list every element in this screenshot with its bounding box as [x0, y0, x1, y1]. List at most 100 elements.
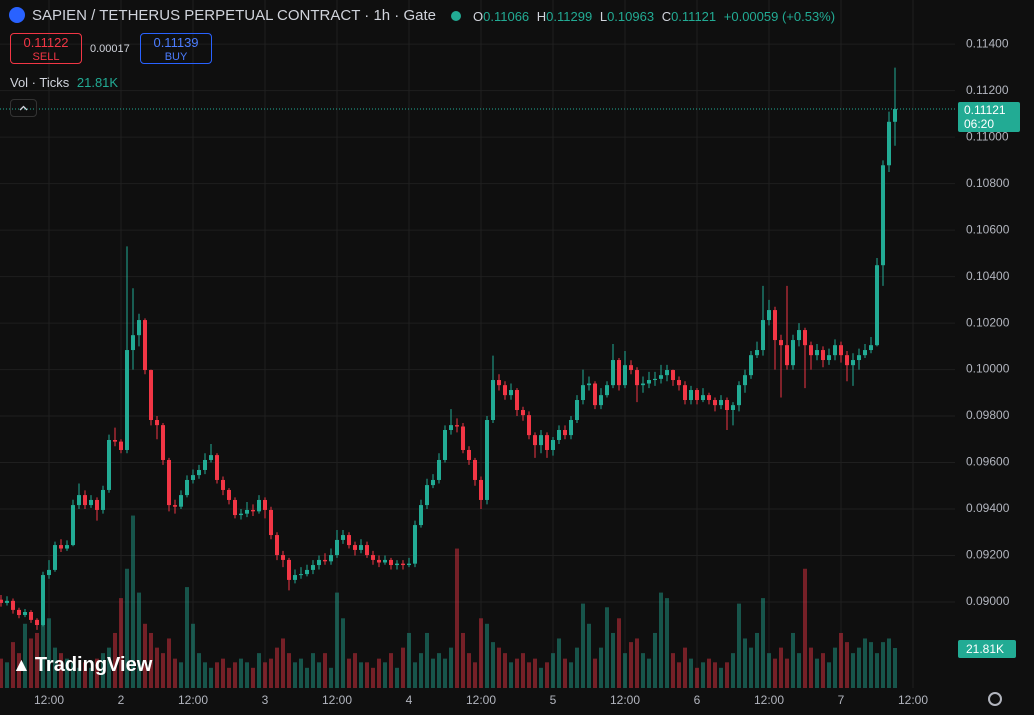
- volume-bar: [611, 632, 615, 688]
- volume-bar: [839, 632, 843, 688]
- candle-body: [23, 611, 27, 616]
- volume-bar: [161, 653, 165, 688]
- volume-bar: [863, 638, 867, 688]
- buy-button[interactable]: 0.11139 BUY: [140, 33, 212, 64]
- volume-bar: [551, 653, 555, 688]
- volume-value: 21.81K: [76, 75, 119, 90]
- volume-bar: [263, 662, 267, 688]
- volume-bar: [131, 515, 135, 688]
- volume-bar: [521, 653, 525, 688]
- candle-body: [485, 420, 489, 500]
- candle-body: [281, 555, 285, 560]
- candle-body: [107, 439, 111, 490]
- chevron: [19, 105, 28, 111]
- candle-body: [893, 109, 897, 122]
- volume-bar: [221, 658, 225, 688]
- candle-body: [347, 535, 351, 546]
- volume-bar: [35, 632, 39, 688]
- volume-bar: [479, 618, 483, 688]
- candle-body: [329, 555, 333, 562]
- volume-bar: [545, 662, 549, 688]
- volume-bar: [857, 647, 861, 688]
- candle-body: [791, 340, 795, 366]
- candle-body: [257, 499, 261, 512]
- candle-body: [125, 350, 129, 450]
- x-tick-label: 12:00: [898, 693, 928, 707]
- volume-bar: [587, 623, 591, 688]
- volume-title: Vol · Ticks: [10, 75, 70, 90]
- volume-bar: [671, 653, 675, 688]
- candle-body: [137, 320, 141, 336]
- collapse-button[interactable]: [10, 99, 37, 117]
- volume-bar: [881, 642, 885, 688]
- volume-bar: [233, 662, 237, 688]
- candle-body: [209, 455, 213, 460]
- ohlc-value: 0.11066: [483, 9, 530, 24]
- volume-bar: [83, 662, 87, 688]
- volume-bar: [893, 647, 897, 688]
- y-tick-label: 0.11200: [966, 83, 1009, 97]
- volume-bar: [443, 658, 447, 688]
- candle-body: [701, 395, 705, 401]
- volume-bar: [155, 647, 159, 688]
- volume-bar: [65, 658, 69, 688]
- volume-bar: [833, 647, 837, 688]
- volume-bar: [563, 658, 567, 688]
- candle-body: [491, 380, 495, 421]
- volume-bar: [803, 568, 807, 688]
- volume-bar: [23, 623, 27, 688]
- candle-body: [323, 559, 327, 562]
- volume-bar: [41, 607, 45, 688]
- candle-body: [473, 459, 477, 480]
- candle-body: [695, 390, 699, 401]
- candle-body: [539, 435, 543, 446]
- candle-body: [719, 400, 723, 406]
- volume-bar: [719, 667, 723, 688]
- candle-body: [401, 563, 405, 566]
- candle-body: [77, 495, 81, 506]
- volume-bar: [101, 653, 105, 688]
- volume-bar: [29, 638, 33, 688]
- candle-body: [515, 390, 519, 411]
- volume-bar: [509, 662, 513, 688]
- candle-body: [29, 611, 33, 620]
- volume-bar: [53, 647, 57, 688]
- x-tick-label: 12:00: [178, 693, 208, 707]
- volume-bar: [791, 632, 795, 688]
- volume-bar: [467, 653, 471, 688]
- volume-bar: [5, 662, 9, 688]
- candle-body: [875, 265, 879, 346]
- volume-bar: [491, 642, 495, 688]
- candle-body: [425, 485, 429, 506]
- volume-bar: [305, 667, 309, 688]
- candle-body: [89, 499, 93, 506]
- sell-label: SELL: [32, 51, 60, 63]
- candle-body: [647, 380, 651, 384]
- sell-price: 0.11122: [23, 35, 69, 50]
- x-tick-label: 12:00: [754, 693, 784, 707]
- volume-bar: [773, 658, 777, 688]
- symbol-title: SAPIEN / TETHERUS PERPETUAL CONTRACT · 1…: [32, 7, 436, 24]
- candle-body: [593, 383, 597, 406]
- change: +0.00059 (+0.53%): [723, 9, 836, 24]
- candle-body: [809, 345, 813, 356]
- volume-bar: [731, 653, 735, 688]
- x-tick-label: 2: [118, 693, 125, 707]
- sell-button[interactable]: 0.11122 SELL: [10, 33, 82, 64]
- volume-bar: [59, 653, 63, 688]
- candle-body: [5, 600, 9, 603]
- x-tick-label: 4: [406, 693, 413, 707]
- candle-body: [797, 330, 801, 341]
- candle-body: [179, 495, 183, 507]
- ohlc-label: L: [599, 9, 608, 24]
- volume-bar: [167, 638, 171, 688]
- settings-icon[interactable]: [988, 692, 1002, 706]
- volume-bar: [851, 653, 855, 688]
- volume-bar: [389, 653, 393, 688]
- candle-body: [857, 355, 861, 361]
- symbol-icon: [9, 7, 25, 23]
- volume-bar: [473, 662, 477, 688]
- candle-body: [11, 600, 15, 610]
- volume-bar: [875, 653, 879, 688]
